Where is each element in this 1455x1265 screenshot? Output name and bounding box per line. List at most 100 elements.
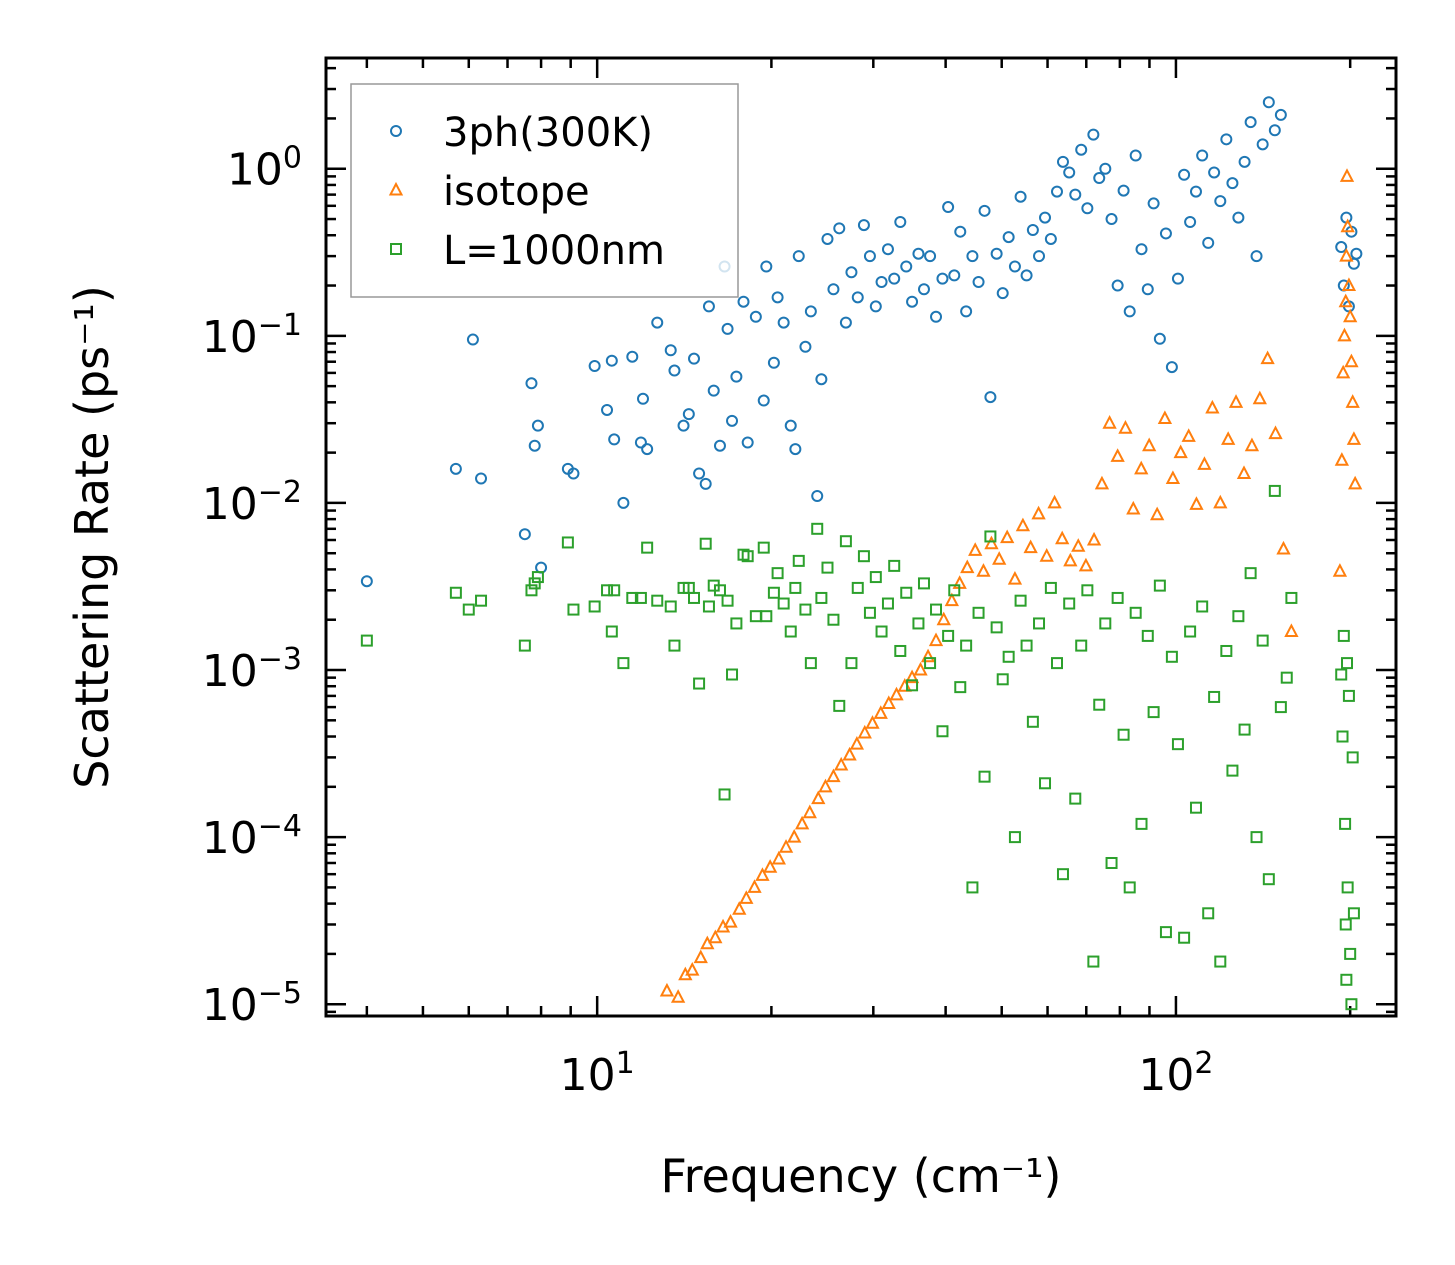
point-boundary <box>1099 617 1112 630</box>
point-3ph <box>531 419 544 432</box>
point-3ph <box>1274 108 1287 121</box>
point-3ph <box>757 394 770 407</box>
point-3ph <box>978 204 991 217</box>
point-3ph <box>608 433 621 446</box>
point-isotope <box>747 879 762 893</box>
point-boundary <box>924 657 937 670</box>
point-boundary <box>1336 730 1349 743</box>
point-boundary <box>617 657 630 670</box>
point-3ph <box>833 222 846 235</box>
plot-frame <box>324 56 1398 1018</box>
point-3ph <box>651 316 664 329</box>
point-3ph <box>626 350 639 363</box>
point-3ph <box>1256 138 1269 151</box>
point-boundary <box>954 681 967 694</box>
point-boundary <box>996 673 1009 686</box>
legend-box <box>350 83 739 298</box>
point-boundary <box>702 600 715 613</box>
point-boundary <box>799 603 812 616</box>
point-boundary <box>1178 931 1191 944</box>
point-boundary <box>1147 706 1160 719</box>
point-isotope <box>1213 494 1228 509</box>
point-3ph <box>789 443 802 456</box>
point-isotope <box>787 828 802 843</box>
point-boundary <box>1033 617 1046 630</box>
point-isotope <box>802 804 817 819</box>
point-boundary <box>857 550 870 563</box>
point-boundary <box>664 600 677 613</box>
point-isotope <box>873 705 888 719</box>
point-3ph <box>688 352 701 365</box>
point-boundary <box>912 617 925 630</box>
point-3ph <box>634 436 647 449</box>
point-3ph <box>1232 211 1245 224</box>
point-isotope <box>1039 548 1054 562</box>
point-isotope <box>1023 539 1038 554</box>
legend-label-3ph: 3ph(300K) <box>443 110 653 156</box>
legend-marker-boundary <box>390 243 402 255</box>
point-isotope <box>1118 420 1133 434</box>
point-isotope <box>1078 557 1094 572</box>
point-boundary <box>972 606 985 619</box>
major-ticks <box>326 58 1396 1016</box>
point-boundary <box>1220 644 1233 657</box>
point-3ph <box>990 247 1003 260</box>
point-isotope <box>1336 364 1351 379</box>
point-3ph <box>1147 197 1160 210</box>
point-boundary <box>900 586 913 599</box>
point-boundary <box>1196 600 1209 613</box>
point-boundary <box>730 617 743 630</box>
point-3ph <box>930 310 943 323</box>
point-boundary <box>863 606 876 619</box>
point-3ph <box>900 260 913 273</box>
point-isotope <box>865 715 880 729</box>
legend-marker-3ph <box>390 125 402 137</box>
point-isotope <box>1134 460 1149 475</box>
point-boundary <box>726 668 739 681</box>
point-isotope <box>984 535 999 550</box>
point-boundary <box>449 586 462 599</box>
point-3ph <box>771 291 784 304</box>
x-axis-label: Frequency (cm⁻¹) <box>661 1149 1062 1203</box>
point-3ph <box>869 300 882 313</box>
point-3ph <box>966 250 979 263</box>
point-isotope <box>778 839 794 853</box>
point-isotope <box>1252 390 1267 405</box>
point-3ph <box>617 496 630 509</box>
point-isotope <box>1334 452 1350 466</box>
point-3ph <box>707 384 720 397</box>
point-boundary <box>567 603 580 616</box>
point-boundary <box>845 657 858 670</box>
point-3ph <box>449 462 462 475</box>
point-isotope <box>1346 431 1362 445</box>
point-boundary <box>875 625 888 638</box>
point-isotope <box>1110 448 1125 462</box>
point-3ph <box>1014 190 1027 203</box>
point-3ph <box>730 370 743 383</box>
point-3ph <box>466 333 479 346</box>
point-3ph <box>863 250 876 263</box>
point-3ph <box>1026 223 1039 236</box>
point-isotope <box>968 542 983 556</box>
point-3ph <box>682 408 695 421</box>
point-isotope <box>1339 168 1355 182</box>
point-3ph <box>1050 185 1063 198</box>
point-boundary <box>1135 817 1148 830</box>
point-boundary <box>1226 764 1239 777</box>
point-3ph <box>1063 166 1076 179</box>
y-tick-label: 100 <box>227 140 302 196</box>
point-boundary <box>851 581 864 594</box>
point-3ph <box>1250 250 1263 263</box>
point-boundary <box>827 613 840 626</box>
point-3ph <box>702 300 715 313</box>
point-isotope <box>857 724 872 739</box>
point-boundary <box>1268 484 1281 497</box>
point-boundary <box>990 621 1003 634</box>
point-isotope <box>1181 428 1196 442</box>
point-3ph <box>906 295 919 308</box>
point-boundary <box>784 625 797 638</box>
point-boundary <box>815 591 828 604</box>
point-isotope <box>1165 470 1181 485</box>
point-boundary <box>718 788 731 801</box>
point-3ph <box>1171 272 1184 285</box>
